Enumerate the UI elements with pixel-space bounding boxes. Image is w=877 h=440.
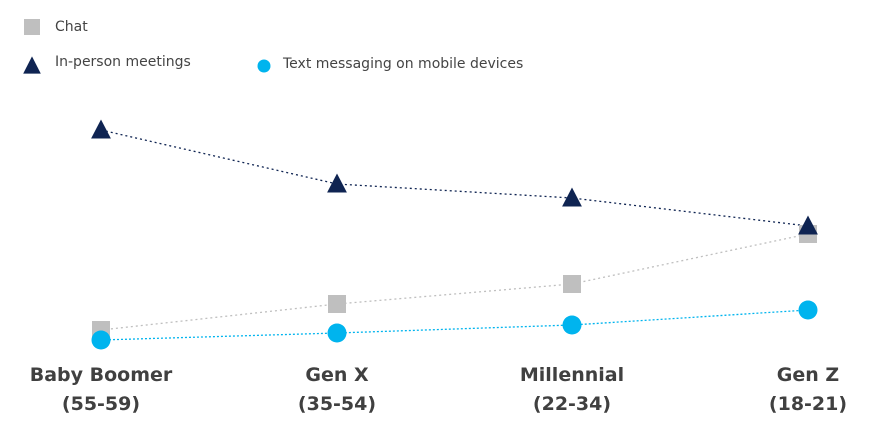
legend: Chat In-person meetings Text messaging on …: [23, 19, 523, 74]
point-in-person-meetings-1: [327, 173, 347, 193]
series-lines: [100, 129, 809, 341]
category-label-gen-z: Gen Z (18-21): [769, 364, 847, 415]
point-in-person-meetings-2: [562, 187, 582, 207]
category-name: Millennial: [520, 364, 624, 386]
legend-square-icon: [24, 19, 40, 35]
point-in-person-meetings-3: [798, 215, 818, 235]
legend-item-chat: Chat: [24, 19, 88, 35]
point-text-messaging-on-mobile-devices-1: [327, 323, 347, 343]
legend-item-in-person-meetings: In-person meetings: [23, 54, 191, 74]
category-name: Baby Boomer: [30, 364, 173, 386]
point-chat-2: [563, 275, 581, 293]
series-line-in-person-meetings: [100, 129, 809, 227]
series-line-text-messaging-on-mobile-devices: [100, 309, 809, 341]
legend-label: In-person meetings: [55, 54, 191, 70]
category-age-range: (55-59): [62, 393, 140, 415]
point-chat-1: [328, 295, 346, 313]
legend-triangle-icon: [23, 56, 41, 74]
category-label-baby-boomer: Baby Boomer (55-59): [30, 364, 173, 415]
category-age-range: (35-54): [298, 393, 376, 415]
point-in-person-meetings-0: [91, 119, 111, 139]
point-text-messaging-on-mobile-devices-3: [798, 300, 818, 320]
category-age-range: (22-34): [533, 393, 611, 415]
legend-label: Text messaging on mobile devices: [282, 56, 523, 72]
legend-circle-icon: [257, 59, 271, 73]
category-labels: Baby Boomer (55-59) Gen X (35-54) Millennial…: [30, 364, 847, 415]
series-markers: [91, 119, 818, 350]
category-label-millennial: Millennial (22-34): [520, 364, 624, 415]
series-line-chat: [100, 233, 809, 331]
category-label-gen-x: Gen X (35-54): [298, 364, 376, 415]
category-name: Gen X: [305, 364, 369, 386]
point-text-messaging-on-mobile-devices-0: [91, 330, 111, 350]
legend-item-text-messaging-on-mobile-devices: Text messaging on mobile devices: [257, 56, 523, 73]
point-text-messaging-on-mobile-devices-2: [562, 315, 582, 335]
category-age-range: (18-21): [769, 393, 847, 415]
legend-label: Chat: [55, 19, 88, 35]
category-name: Gen Z: [777, 364, 839, 386]
